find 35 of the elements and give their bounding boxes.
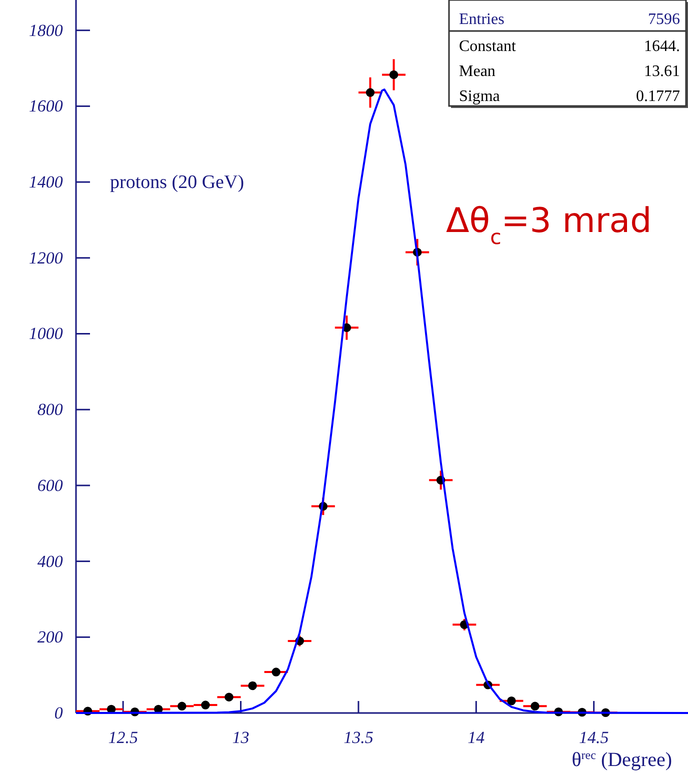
point [389,70,398,80]
annotation: Mean [459,63,496,80]
annotation: 1644. [644,38,680,55]
annotation: Δθ$_{c}$=3 mrad [446,201,652,249]
point [366,88,375,97]
annotation: Entries [459,11,504,28]
y-tick-label: 1000 [28,324,64,344]
point [224,692,234,702]
point [178,702,186,711]
y-tick-label: 800 [37,400,64,420]
y-tick-label: 1800 [28,20,64,40]
annotation: 7596 [648,11,680,28]
y-tick-label: 0 [54,703,64,722]
y-tick-label: 1600 [28,96,64,116]
x-tick-label: 14 [468,728,486,748]
point [530,702,540,711]
point [248,681,257,690]
x-tick-label: 14.5 [578,728,609,748]
annotation: Sigma [459,88,500,105]
point [201,700,210,710]
x-tick-label: 13.5 [344,728,374,748]
annotation: 0.1777 [636,88,680,105]
y-tick-label: 1400 [28,172,64,192]
annotation: Constant [459,38,516,55]
y-tick-label: 400 [37,552,64,571]
x-tick-label: 13 [232,728,250,748]
point [507,696,516,706]
annotation: protons (20 GeV) [110,172,244,193]
x-tick-label: 12.5 [108,728,138,748]
point [272,668,280,676]
x-axis-title: θ$^{rec}$ (Degree) [572,748,672,771]
y-tick-label: 600 [37,476,64,495]
y-tick-label: 1200 [28,248,64,268]
y-tick-label: 200 [37,628,64,647]
annotation: 13.61 [644,63,680,80]
